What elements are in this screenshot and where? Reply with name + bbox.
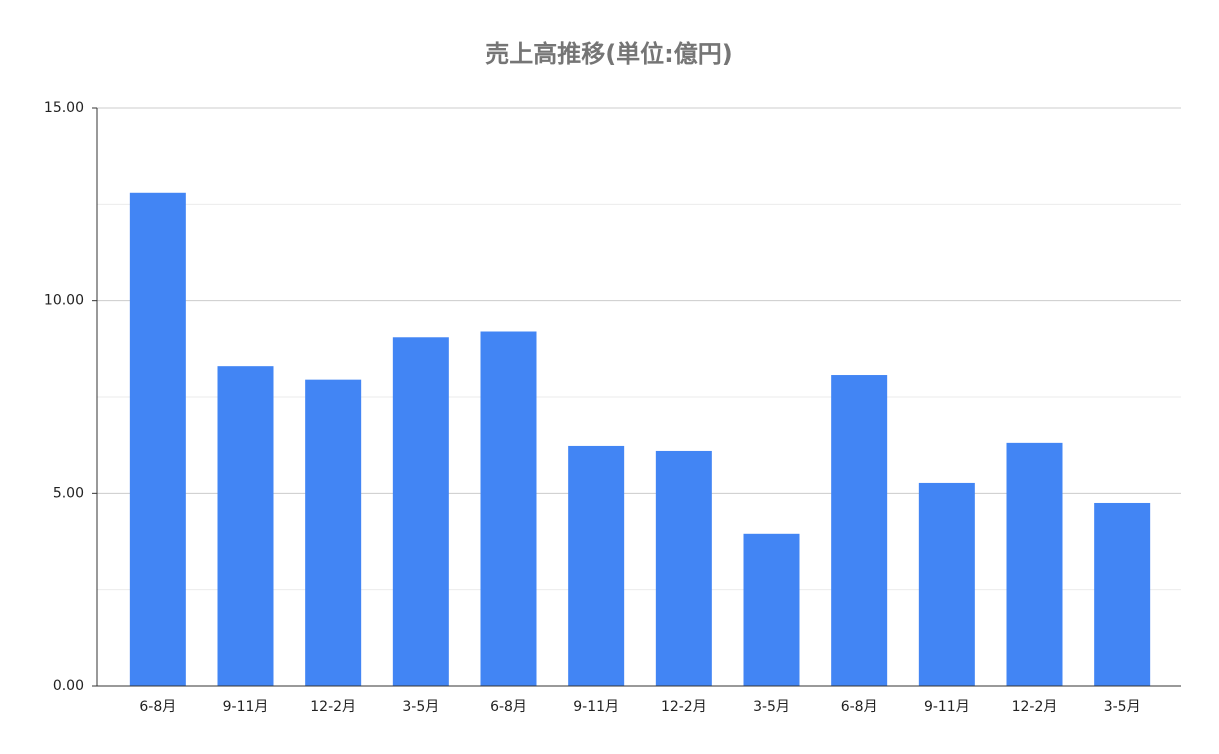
x-tick-label: 6-8月: [490, 699, 527, 715]
x-tick-label: 6-8月: [841, 699, 878, 715]
x-tick-label: 12-2月: [1012, 699, 1058, 715]
x-tick-label: 9-11月: [573, 699, 619, 715]
y-tick-label: 10.00: [44, 293, 84, 309]
bar: [217, 366, 274, 686]
bar: [568, 445, 625, 686]
x-tick-label: 6-8月: [139, 699, 176, 715]
bar: [480, 331, 537, 686]
x-tick-label: 12-2月: [661, 699, 707, 715]
y-tick-label: 5.00: [53, 485, 84, 501]
x-tick-label: 3-5月: [753, 699, 790, 715]
y-tick-label: 0.00: [53, 678, 84, 694]
x-tick-label: 3-5月: [1104, 699, 1141, 715]
bar: [743, 533, 800, 686]
bar: [1006, 442, 1063, 686]
bar: [1094, 502, 1151, 686]
bar: [392, 337, 449, 686]
chart-title: 売上高推移(単位:億円): [485, 40, 733, 68]
x-tick-label: 9-11月: [924, 699, 970, 715]
y-tick-label: 15.00: [44, 100, 84, 116]
x-tick-label: 12-2月: [310, 699, 356, 715]
bar: [655, 450, 712, 686]
bar: [305, 379, 362, 686]
x-tick-label: 3-5月: [402, 699, 439, 715]
bar: [129, 192, 186, 687]
x-tick-label: 9-11月: [223, 699, 269, 715]
bar: [831, 375, 888, 686]
bar: [918, 482, 975, 686]
